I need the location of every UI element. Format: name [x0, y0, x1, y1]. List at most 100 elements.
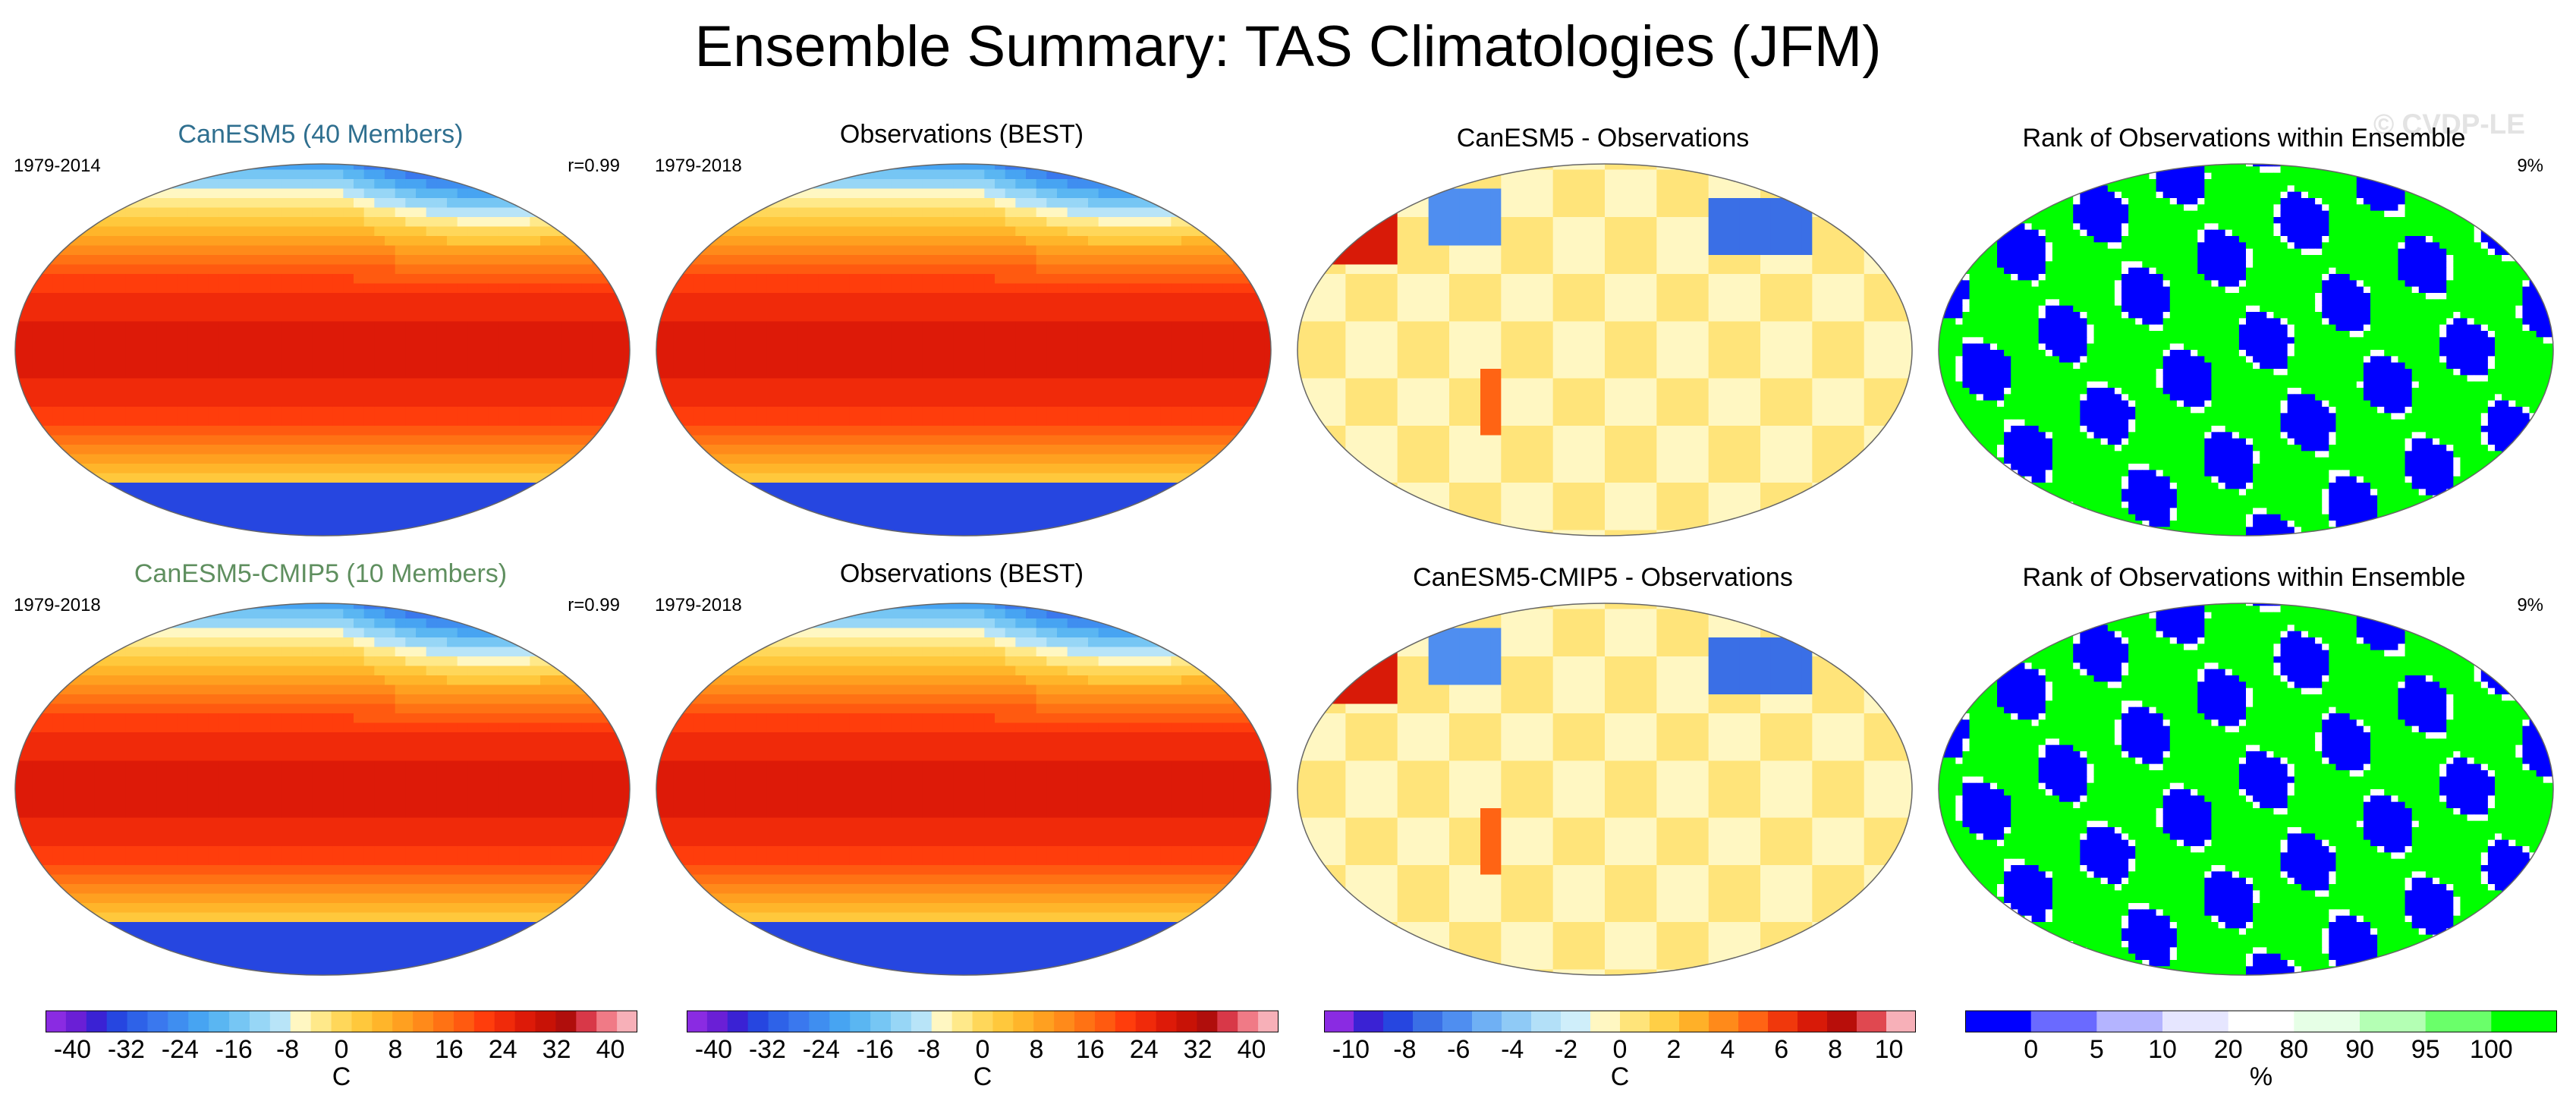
map-cell — [343, 312, 354, 322]
map-cell — [933, 179, 944, 189]
map-cell — [457, 236, 468, 246]
map-cell — [1264, 302, 1271, 313]
map-cell — [787, 198, 798, 208]
map-cell — [363, 407, 375, 417]
map-cell — [704, 255, 716, 265]
map-cell — [880, 331, 892, 341]
map-cell — [105, 502, 116, 511]
map-cell — [612, 331, 624, 341]
map-cell — [540, 483, 552, 492]
map-cell — [704, 464, 716, 474]
map-cell — [623, 198, 630, 208]
map-cell — [146, 350, 157, 360]
map-cell — [953, 255, 964, 265]
map-cell — [187, 378, 199, 389]
map-cell — [83, 283, 95, 294]
map-cell — [964, 397, 975, 408]
map-cell — [942, 164, 954, 170]
map-cell — [322, 255, 334, 265]
map-cell — [187, 369, 199, 379]
map-cell — [1181, 236, 1193, 246]
map-cell — [499, 302, 510, 313]
map-cell — [623, 293, 630, 303]
map-cell — [322, 511, 334, 521]
map-cell — [1119, 388, 1131, 398]
map-cell — [219, 226, 230, 237]
map-cell — [1202, 530, 1213, 536]
map-cell — [984, 445, 995, 455]
map-cell — [561, 502, 572, 511]
map-cell — [363, 245, 375, 256]
map-cell — [1376, 179, 1388, 189]
map-cell — [74, 164, 85, 170]
map-cell — [581, 369, 593, 379]
map-cell — [561, 407, 572, 417]
map-cell — [52, 217, 64, 227]
map-cell — [105, 293, 116, 303]
map-cell — [612, 312, 624, 322]
map-cell — [964, 164, 975, 170]
map-cell — [499, 264, 510, 275]
map-cell — [270, 388, 282, 398]
map-cell — [519, 473, 530, 483]
map-cell — [42, 521, 54, 530]
map-cell — [395, 245, 406, 256]
map-cell — [94, 264, 105, 275]
map-cell — [746, 179, 757, 189]
map-cell — [301, 283, 313, 294]
map-cell — [550, 388, 561, 398]
map-cell — [1129, 331, 1140, 341]
map-cell — [1244, 426, 1255, 436]
map-cell — [301, 378, 313, 389]
map-cell — [198, 255, 209, 265]
map-cell — [322, 407, 334, 417]
map-cell — [499, 321, 510, 332]
map-cell — [1057, 198, 1068, 208]
map-cell — [725, 511, 736, 521]
map-cell — [21, 188, 33, 199]
map-cell — [839, 283, 851, 294]
map-cell — [1109, 350, 1120, 360]
map-cell — [530, 255, 541, 265]
map-cell — [1160, 217, 1172, 227]
map-cell — [457, 312, 468, 322]
map-cell — [1109, 492, 1120, 502]
map-cell — [42, 179, 54, 189]
map-cell — [1036, 426, 1047, 436]
map-cell — [1885, 169, 1896, 180]
map-cell — [478, 340, 489, 351]
map-cell — [602, 236, 614, 246]
map-cell — [818, 283, 829, 294]
map-cell — [385, 264, 396, 275]
map-cell — [63, 502, 74, 511]
map-cell — [115, 255, 126, 265]
map-cell — [571, 369, 583, 379]
map-cell — [291, 226, 303, 237]
map-cell — [198, 407, 209, 417]
map-cell — [787, 331, 798, 341]
map-cell — [891, 179, 902, 189]
map-cell — [312, 293, 323, 303]
map-cell — [332, 350, 344, 360]
map-cell — [1057, 445, 1068, 455]
map-cell — [1026, 188, 1037, 199]
map-cell — [797, 359, 809, 370]
map-cell — [623, 464, 630, 474]
map-cell — [208, 369, 219, 379]
map-cell — [94, 188, 105, 199]
map-cell — [1222, 245, 1234, 256]
map-cell — [725, 179, 736, 189]
map-cell — [550, 340, 561, 351]
map-cell — [704, 445, 716, 455]
map-cell — [94, 530, 105, 536]
map-cell — [15, 236, 23, 246]
map-cell — [1253, 369, 1265, 379]
map-cell — [1150, 378, 1162, 389]
map-cell — [612, 492, 624, 502]
map-cell — [509, 369, 521, 379]
map-cell — [623, 502, 630, 511]
map-cell — [1314, 169, 1326, 180]
map-cell — [1098, 521, 1109, 530]
map-cell — [374, 217, 385, 227]
map-cell — [849, 236, 860, 246]
